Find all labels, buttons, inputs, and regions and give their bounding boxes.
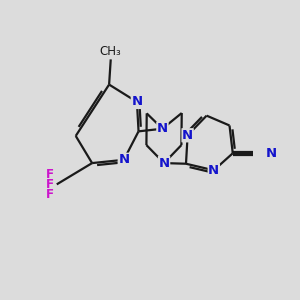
- Text: CH₃: CH₃: [100, 45, 122, 58]
- Text: N: N: [118, 153, 129, 166]
- Text: N: N: [182, 129, 193, 142]
- Text: N: N: [208, 164, 219, 177]
- Text: N: N: [266, 147, 277, 160]
- Text: F: F: [46, 188, 54, 201]
- Text: F: F: [46, 167, 54, 181]
- Text: N: N: [158, 157, 169, 169]
- Text: F: F: [46, 178, 54, 191]
- Text: N: N: [157, 122, 168, 135]
- Text: N: N: [131, 95, 142, 108]
